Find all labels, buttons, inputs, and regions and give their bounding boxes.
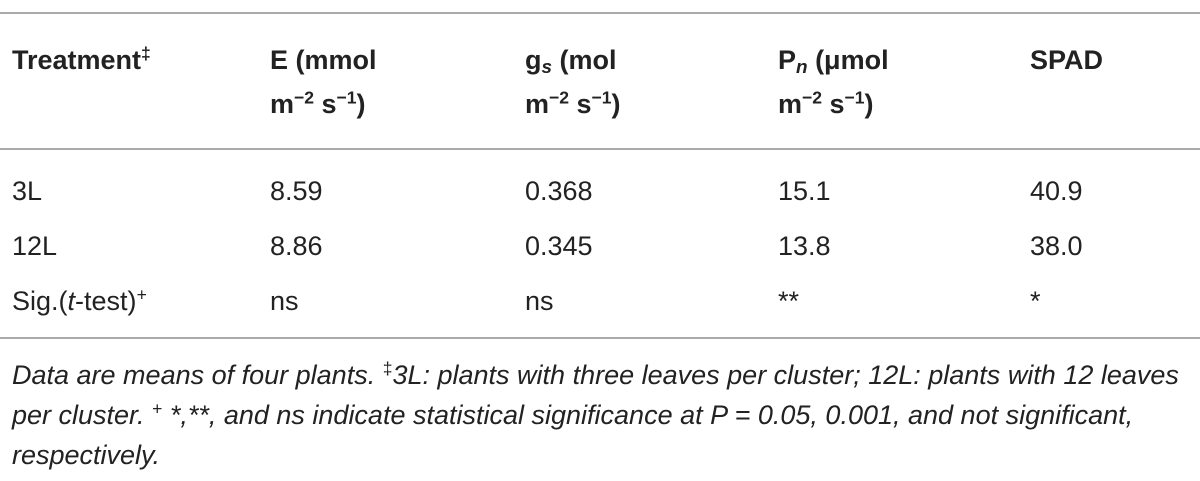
- footnote-text: 3L: plants with three leaves per cluster…: [12, 360, 1179, 430]
- header-cell: SPAD: [1018, 13, 1200, 149]
- footnote-sup: ‡: [382, 358, 393, 379]
- footnote-text: Data are means of four plants.: [12, 360, 383, 390]
- table-cell: *: [1030, 286, 1041, 316]
- cell-text: -test): [75, 286, 137, 316]
- header-sup: ‡: [141, 43, 151, 64]
- table-row: Sig.(t-test)+ ns ns ** *: [0, 274, 1200, 338]
- header-text: Treatment: [12, 45, 142, 75]
- footnote-text: *,**, and ns indicate statistical signif…: [12, 400, 1134, 470]
- table-cell: 38.0: [1030, 231, 1083, 261]
- header-cell: E (mmol m−2 s−1): [258, 13, 513, 149]
- table-body: 3L 8.59 0.368 15.1 40.9 12L 8.86 0.345 13.8 38.0 S…: [0, 149, 1200, 338]
- table-row: 3L 8.59 0.368 15.1 40.9: [0, 149, 1200, 219]
- table-cell: 0.368: [525, 176, 593, 206]
- header-sub: s: [541, 56, 553, 78]
- table-cell: 13.8: [778, 231, 831, 261]
- header-sup: −2: [294, 87, 315, 108]
- header-text: g: [525, 45, 542, 75]
- header-sup: −1: [844, 87, 865, 108]
- table-cell: 15.1: [778, 176, 831, 206]
- data-table: Treatment‡ E (mmol m−2 s−1) gs (mol m−2 s−…: [0, 12, 1200, 339]
- table-cell: **: [778, 286, 800, 316]
- header-text: SPAD: [1030, 45, 1104, 75]
- header-text: s: [569, 89, 592, 119]
- header-text: E (mmol: [270, 45, 377, 75]
- header-text: s: [314, 89, 337, 119]
- header-text: ): [611, 89, 621, 119]
- header-text: m: [778, 89, 803, 119]
- table-cell: 40.9: [1030, 176, 1083, 206]
- table-cell: 8.86: [270, 231, 323, 261]
- header-text: s: [822, 89, 845, 119]
- header-cell: Treatment‡: [0, 13, 258, 149]
- table-cell: 3L: [12, 176, 43, 206]
- header-sup: −1: [591, 87, 612, 108]
- header-text: P: [778, 45, 797, 75]
- table-cell: ns: [270, 286, 299, 316]
- header-cell: Pn (μmol m−2 s−1): [766, 13, 1018, 149]
- cell-text: Sig.(: [12, 286, 68, 316]
- cell-sup: +: [136, 284, 147, 305]
- header-text: ): [864, 89, 874, 119]
- table-cell: 8.59: [270, 176, 323, 206]
- table-block: Treatment‡ E (mmol m−2 s−1) gs (mol m−2 s−…: [0, 12, 1200, 475]
- table-cell: ns: [525, 286, 554, 316]
- header-text: (mol: [552, 45, 617, 75]
- footnote-sup: +: [152, 398, 163, 419]
- header-text: m: [270, 89, 295, 119]
- header-sup: −1: [336, 87, 357, 108]
- table-cell: 0.345: [525, 231, 593, 261]
- header-row: Treatment‡ E (mmol m−2 s−1) gs (mol m−2 s−…: [0, 13, 1200, 149]
- table-row: 12L 8.86 0.345 13.8 38.0: [0, 219, 1200, 274]
- header-cell: gs (mol m−2 s−1): [513, 13, 766, 149]
- header-sub: n: [796, 56, 808, 78]
- header-text: m: [525, 89, 550, 119]
- header-text: ): [356, 89, 366, 119]
- footnote: Data are means of four plants. ‡3L: plan…: [0, 339, 1200, 475]
- table-cell: Sig.(t-test)+: [0, 274, 258, 338]
- header-text: (μmol: [807, 45, 889, 75]
- header-sup: −2: [549, 87, 570, 108]
- header-sup: −2: [802, 87, 823, 108]
- table-cell: 12L: [12, 231, 58, 261]
- cell-italic: t: [67, 286, 76, 316]
